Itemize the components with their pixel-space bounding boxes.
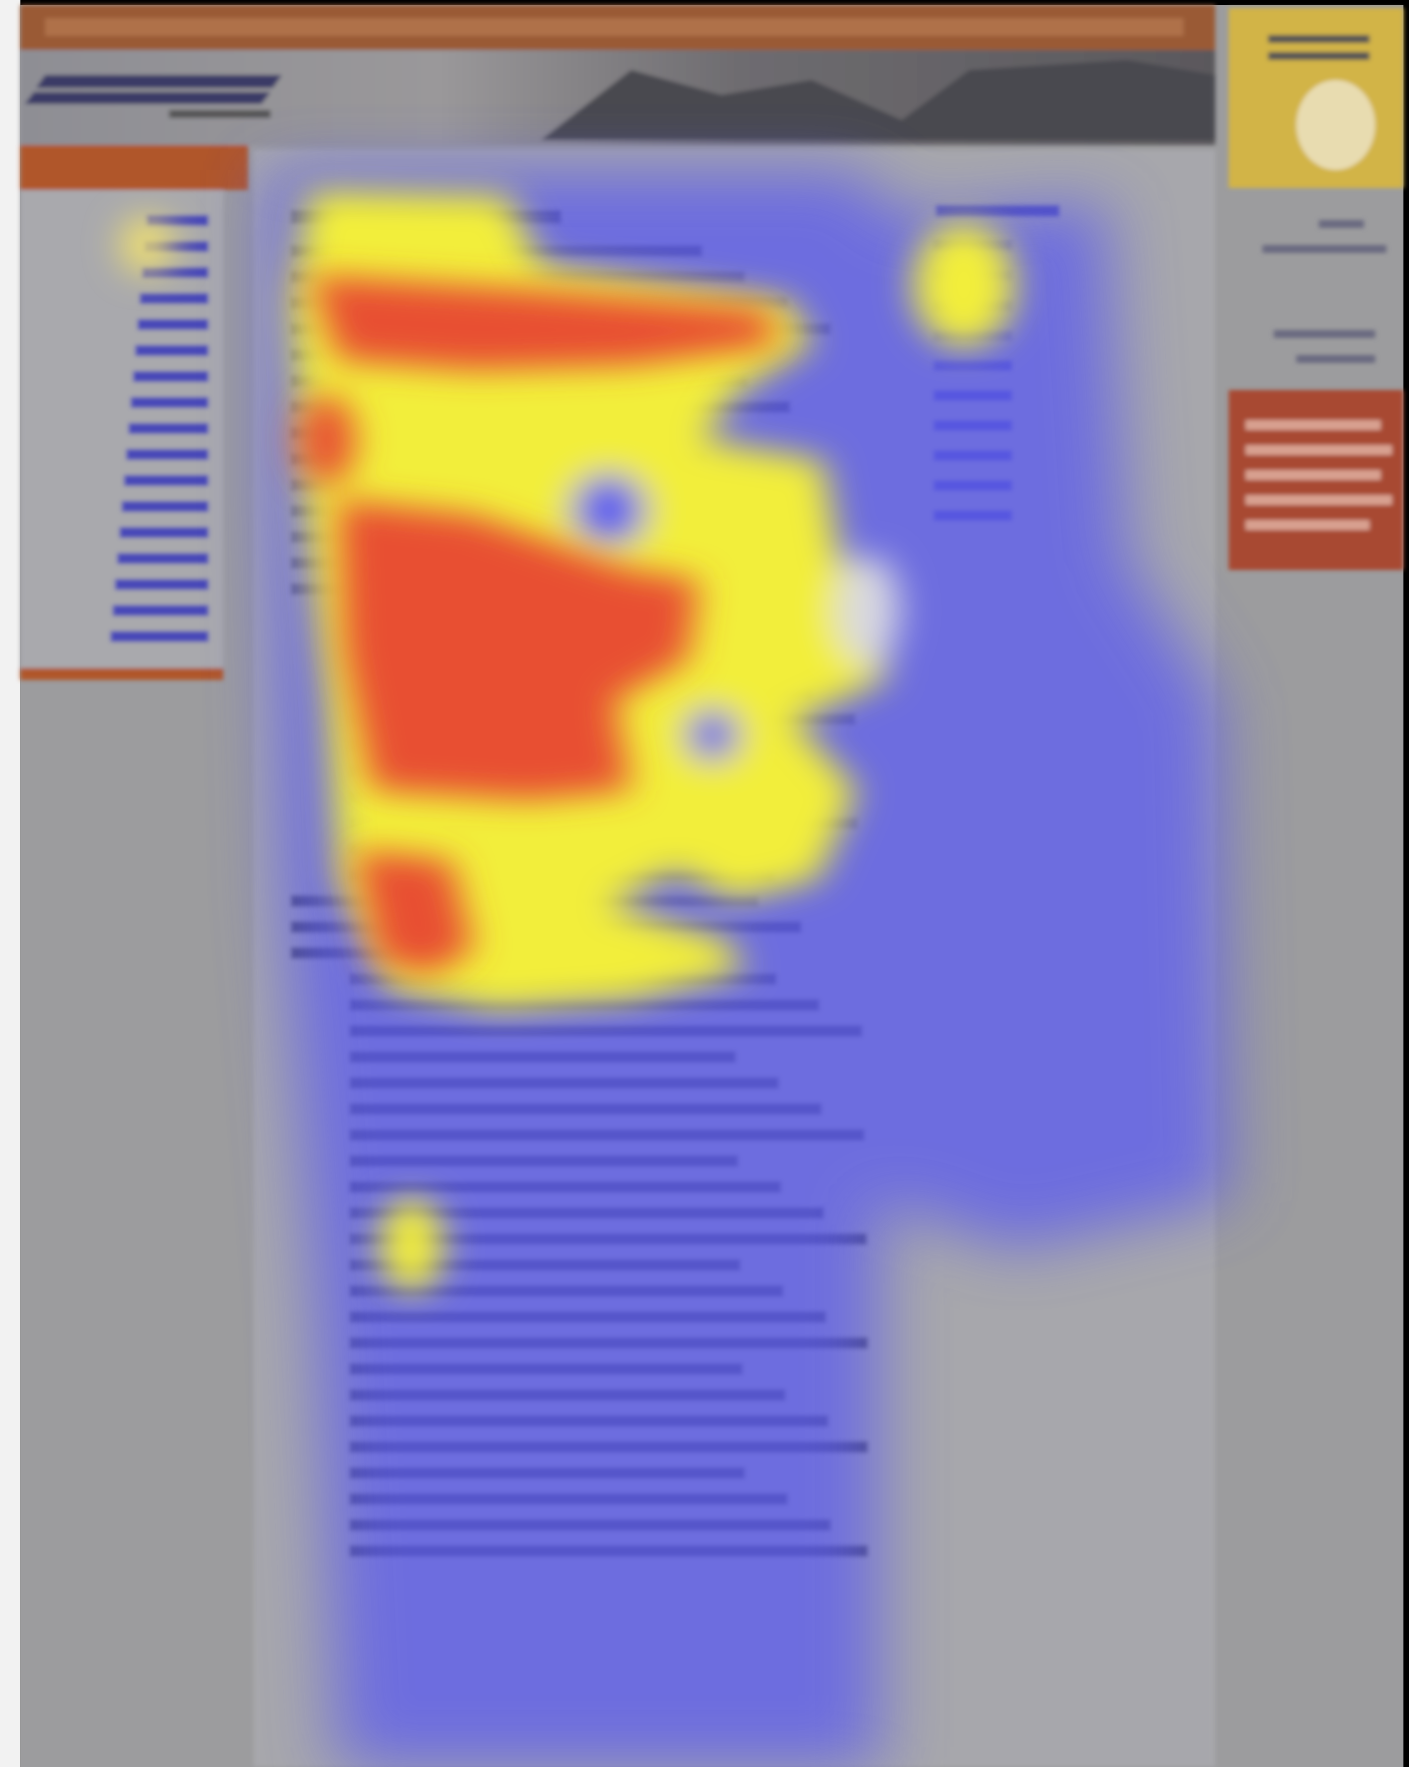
text-line <box>137 319 209 330</box>
top-nav-links <box>45 18 1184 36</box>
left-margin <box>0 0 21 1767</box>
left-nav-links <box>110 215 209 642</box>
logo <box>24 75 282 118</box>
header-image <box>541 60 1216 140</box>
text-line <box>133 371 209 382</box>
text-line <box>119 527 209 538</box>
text-line <box>128 423 209 434</box>
text-line <box>123 475 209 486</box>
text-line <box>126 449 209 460</box>
text-line <box>146 215 209 226</box>
heat-high <box>298 275 778 975</box>
heatmap <box>121 170 1229 1767</box>
text-line <box>121 501 209 512</box>
text-line <box>142 267 209 278</box>
text-line <box>110 631 209 642</box>
text-line <box>114 579 209 590</box>
text-line <box>130 397 209 408</box>
text-line <box>135 345 209 356</box>
text-line <box>112 605 209 616</box>
ad-image <box>1296 80 1376 170</box>
text-line <box>117 553 209 564</box>
text-line <box>144 241 209 252</box>
left-nav-footer <box>20 668 224 680</box>
text-line <box>139 293 209 304</box>
left-nav-header <box>20 145 248 190</box>
